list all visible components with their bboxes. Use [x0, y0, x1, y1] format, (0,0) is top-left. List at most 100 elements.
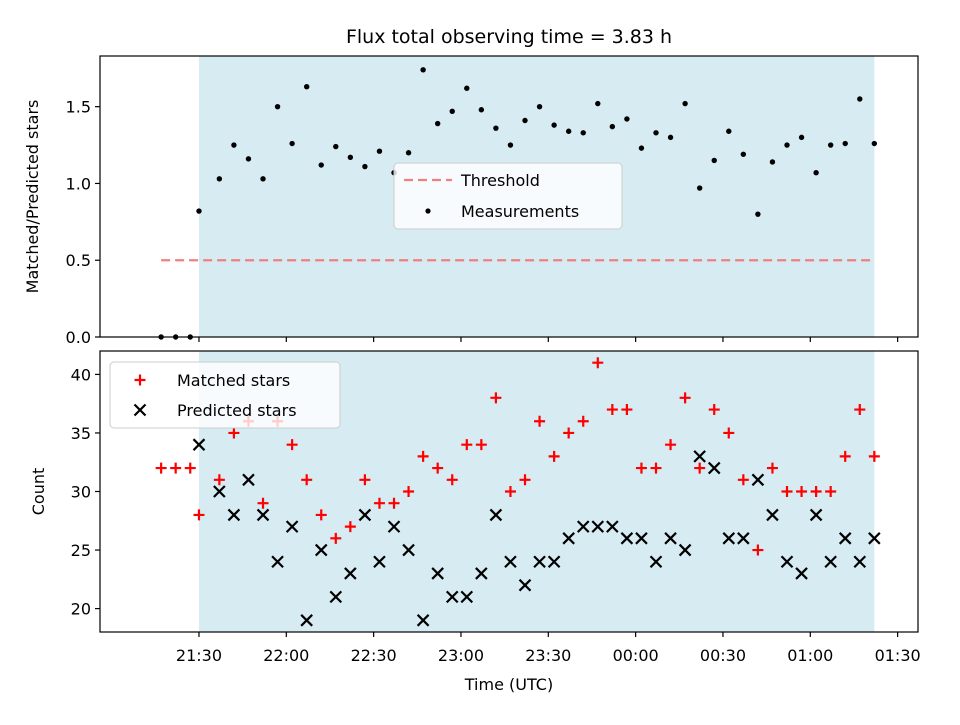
measurement-point [464, 85, 470, 91]
matched-star-point [737, 474, 749, 486]
matched-star-point [373, 497, 385, 509]
measurement-point [638, 145, 645, 151]
measurement-point [493, 125, 499, 131]
measurement-point [696, 185, 703, 191]
matched-star-point [330, 532, 342, 544]
measurement-point [405, 150, 412, 156]
predicted-star-point [707, 461, 721, 475]
measurement-point [842, 140, 848, 147]
measurement-point [551, 122, 557, 128]
predicted-star-point [213, 485, 226, 498]
y-axis-ticks-top: 0.0 0.5 1.0 1.5 [66, 98, 100, 347]
y-tick-label: 0.0 [66, 328, 91, 347]
predicted-star-point [256, 508, 270, 522]
measurement-point [726, 128, 732, 134]
predicted-star-point [766, 508, 779, 522]
legend-box-bottom [109, 361, 341, 429]
measurement-point [507, 142, 514, 148]
measurement-point [857, 96, 863, 102]
predicted-star-point [475, 567, 488, 580]
y-tick-label: 30 [71, 483, 91, 502]
matched-star-point [694, 462, 706, 474]
predicted-star-point [838, 532, 852, 545]
predicted-star-point [460, 590, 474, 604]
measurement-point [478, 107, 485, 113]
plot-frame-bottom [99, 350, 919, 633]
predicted-star-point [358, 508, 372, 522]
measurement-point [333, 143, 339, 150]
matched-star-point [490, 392, 502, 404]
x-tick-label: 22:00 [263, 646, 309, 665]
x-axis-ticks-top [198, 337, 899, 342]
matched-star-point [257, 497, 269, 509]
predicted-star-point [344, 567, 357, 580]
measurement-point [216, 176, 223, 182]
x-axis-ticks-bottom: 21:30 22:00 22:30 23:00 23:30 00:00 00:30 01:00… [176, 632, 921, 665]
matched-star-point [184, 462, 196, 474]
measurement-point [755, 211, 761, 217]
predicted-star-point [576, 520, 590, 533]
matched-star-point [577, 415, 589, 427]
count-panel: 20 25 30 35 40 21:30 22:00 22:30 23:00 23:30 00:0… [29, 350, 921, 694]
matched-star-point [854, 404, 866, 416]
predicted-star-point [402, 543, 415, 557]
matched-star-point [432, 462, 444, 474]
matched-star-point [766, 462, 778, 474]
predicted-star-point [547, 555, 561, 569]
measurement-point [303, 84, 310, 90]
legend-predicted-swatch [133, 403, 147, 417]
measurement-point [231, 142, 237, 148]
measurement-point [667, 134, 674, 141]
legend-cross-marker [133, 403, 147, 417]
predicted-star-point [751, 473, 765, 487]
predicted-star-point [314, 543, 328, 557]
measurement-point [595, 100, 601, 107]
measurement-point [827, 142, 834, 148]
matched-star-point [359, 474, 371, 486]
y-tick-label: 25 [71, 541, 91, 560]
predicted-star-point [795, 567, 808, 580]
predicted-star-point [518, 578, 532, 592]
measurement-point [318, 162, 324, 168]
matched-star-point [228, 427, 240, 439]
measurement-point [580, 130, 586, 136]
measurement-point [274, 103, 281, 110]
predicted-star-point [227, 508, 241, 522]
measurement-point [565, 128, 572, 134]
matched-star-point [796, 486, 808, 497]
predicted-star-point [242, 473, 255, 487]
matched-star-point [665, 439, 677, 451]
matched-star-point [810, 486, 822, 497]
matched-star-point [286, 439, 298, 451]
matched-star-point [592, 357, 604, 369]
legend-measurements-swatch [425, 208, 431, 214]
predicted-star-point [285, 520, 299, 533]
predicted-star-point [737, 532, 750, 545]
measurement-points [158, 67, 878, 340]
predicted-star-point [780, 555, 794, 569]
predicted-star-point [722, 532, 736, 545]
matched-star-point [868, 450, 880, 462]
predicted-star-point [504, 555, 517, 569]
predicted-star-point [824, 555, 837, 569]
predicted-star-point [387, 520, 401, 533]
legend-predicted-label: Predicted stars [177, 401, 297, 420]
plot-frame-top [99, 55, 919, 338]
matched-star-point [213, 474, 225, 486]
y-tick-label: 40 [71, 365, 91, 384]
measurement-point [449, 108, 455, 114]
y-axis-ticks-bottom: 20 25 30 35 40 [71, 365, 100, 619]
predicted-star-point [620, 532, 634, 545]
legend-bottom: Matched stars Predicted stars [109, 361, 341, 429]
matched-star-point [606, 404, 618, 416]
measurement-point [813, 169, 819, 176]
measurement-point [347, 154, 354, 161]
matched-star-point [193, 509, 205, 521]
x-tick-label: 23:30 [525, 646, 571, 665]
predicted-star-point [431, 567, 444, 580]
matched-star-point [563, 427, 575, 439]
matched-star-point [344, 521, 356, 533]
predicted-star-point [300, 614, 313, 627]
predicted-star-point [664, 532, 677, 545]
